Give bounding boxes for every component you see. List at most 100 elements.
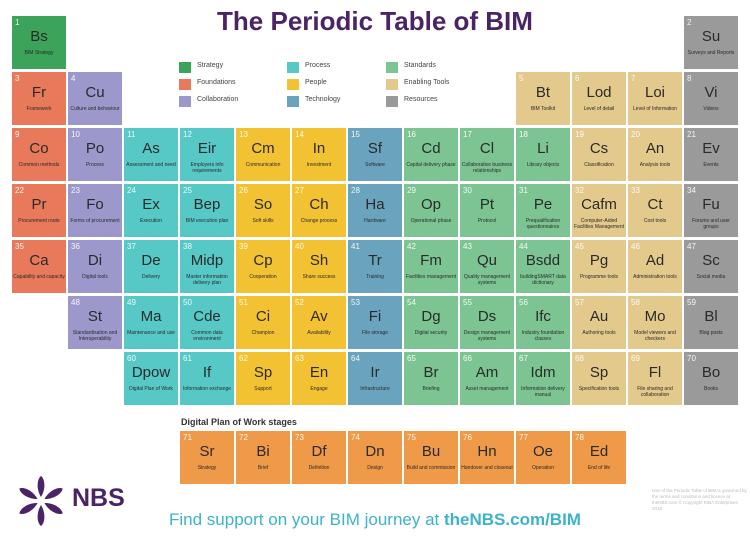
element-56[interactable]: 56 Ifc Industry foundation classes — [516, 296, 570, 349]
element-23[interactable]: 23 Fo Forms of procurement — [68, 184, 122, 237]
element-64[interactable]: 64 Ir Infrastructure — [348, 352, 402, 405]
element-66[interactable]: 66 Am Asset management — [460, 352, 514, 405]
element-41[interactable]: 41 Tr Training — [348, 240, 402, 293]
element-35[interactable]: 35 Ca Capability and capacity — [12, 240, 66, 293]
element-70[interactable]: 70 Bo Books — [684, 352, 738, 405]
element-number: 17 — [463, 130, 472, 139]
element-28[interactable]: 28 Ha Hardware — [348, 184, 402, 237]
element-symbol: Bt — [535, 84, 551, 101]
element-26[interactable]: 26 So Soft skills — [236, 184, 290, 237]
element-number: 23 — [71, 186, 80, 195]
element-5[interactable]: 5 Bt BIM Toolkit — [516, 72, 570, 125]
element-44[interactable]: 44 Bsdd buildingSMART data dictionary — [516, 240, 570, 293]
element-65[interactable]: 65 Br Briefing — [404, 352, 458, 405]
element-67[interactable]: 67 Idm Information delivery manual — [516, 352, 570, 405]
element-24[interactable]: 24 Ex Execution — [124, 184, 178, 237]
element-13[interactable]: 13 Cm Communication — [236, 128, 290, 181]
element-49[interactable]: 49 Ma Maintenance and use — [124, 296, 178, 349]
element-20[interactable]: 20 An Analysis tools — [628, 128, 682, 181]
element-19[interactable]: 19 Cs Classification — [572, 128, 626, 181]
element-16[interactable]: 16 Cd Capital delivery phase — [404, 128, 458, 181]
element-54[interactable]: 54 Dg Digital security — [404, 296, 458, 349]
element-name: Videos — [703, 106, 719, 112]
element-22[interactable]: 22 Pr Procurement route — [12, 184, 66, 237]
element-48[interactable]: 48 St Standardisation and Interoperability — [68, 296, 122, 349]
element-25[interactable]: 25 Bep BIM execution plan — [180, 184, 234, 237]
element-3[interactable]: 3 Fr Framework — [12, 72, 66, 125]
element-7[interactable]: 7 Loi Level of Information — [628, 72, 682, 125]
element-43[interactable]: 43 Qu Quality management systems — [460, 240, 514, 293]
element-40[interactable]: 40 Sh Share success — [292, 240, 346, 293]
element-4[interactable]: 4 Cu Culture and behaviour — [68, 72, 122, 125]
element-30[interactable]: 30 Pt Protocol — [460, 184, 514, 237]
element-number: 47 — [687, 242, 696, 251]
element-21[interactable]: 21 Ev Events — [684, 128, 738, 181]
element-6[interactable]: 6 Lod Level of detail — [572, 72, 626, 125]
element-symbol: If — [202, 364, 212, 381]
element-11[interactable]: 11 As Assessment and need — [124, 128, 178, 181]
element-10[interactable]: 10 Po Process — [68, 128, 122, 181]
element-37[interactable]: 37 De Delivery — [124, 240, 178, 293]
element-34[interactable]: 34 Fu Forums and user groups — [684, 184, 738, 237]
dpw-stage-71[interactable]: 71 Sr Strategy — [180, 431, 234, 484]
element-33[interactable]: 33 Ct Cost tools — [628, 184, 682, 237]
element-39[interactable]: 39 Cp Cooperation — [236, 240, 290, 293]
dpw-stage-77[interactable]: 77 Oe Operation — [516, 431, 570, 484]
dpw-stage-75[interactable]: 75 Bu Build and commission — [404, 431, 458, 484]
element-symbol: Fo — [86, 196, 104, 213]
element-symbol: Bsdd — [525, 252, 561, 269]
element-45[interactable]: 45 Pg Programme tools — [572, 240, 626, 293]
element-59[interactable]: 59 Bl Blog posts — [684, 296, 738, 349]
element-17[interactable]: 17 Cl Collaborative business relationships — [460, 128, 514, 181]
element-32[interactable]: 32 Cafm Computer-Aided Facilities Manageme… — [572, 184, 626, 237]
element-9[interactable]: 9 Co Common methods — [12, 128, 66, 181]
footer-link[interactable]: theNBS.com/BIM — [444, 510, 581, 529]
element-symbol: Sr — [199, 443, 215, 460]
element-42[interactable]: 42 Fm Facilities management — [404, 240, 458, 293]
element-62[interactable]: 62 Sp Support — [236, 352, 290, 405]
element-8[interactable]: 8 Vi Videos — [684, 72, 738, 125]
element-symbol: Op — [420, 196, 441, 213]
nbs-logo-icon[interactable] — [14, 474, 68, 533]
element-18[interactable]: 18 Li Library objects — [516, 128, 570, 181]
element-29[interactable]: 29 Op Operational phase — [404, 184, 458, 237]
element-61[interactable]: 61 If Information exchange — [180, 352, 234, 405]
element-2[interactable]: 2 Su Surveys and Reports — [684, 16, 738, 69]
element-symbol: Bs — [30, 28, 48, 45]
element-57[interactable]: 57 Au Authoring tools — [572, 296, 626, 349]
element-55[interactable]: 55 Ds Design management systems — [460, 296, 514, 349]
element-1[interactable]: 1 Bs BIM Strategy — [12, 16, 66, 69]
dpw-stage-78[interactable]: 78 Ed End of life — [572, 431, 626, 484]
element-68[interactable]: 68 Sp Specification tools — [572, 352, 626, 405]
element-58[interactable]: 58 Mo Model viewers and checkers — [628, 296, 682, 349]
element-51[interactable]: 51 Ci Champion — [236, 296, 290, 349]
element-53[interactable]: 53 Fi File storage — [348, 296, 402, 349]
element-52[interactable]: 52 Av Availability — [292, 296, 346, 349]
dpw-stage-73[interactable]: 73 Df Definition — [292, 431, 346, 484]
element-symbol: In — [312, 140, 326, 157]
dpw-stage-74[interactable]: 74 Dn Design — [348, 431, 402, 484]
element-15[interactable]: 15 Sf Software — [348, 128, 402, 181]
dpw-stage-72[interactable]: 72 Bi Brief — [236, 431, 290, 484]
element-69[interactable]: 69 Fl File sharing and collaboration — [628, 352, 682, 405]
element-50[interactable]: 50 Cde Common data environment — [180, 296, 234, 349]
footer-cta: Find support on your BIM journey at theN… — [0, 510, 750, 530]
element-number: 68 — [575, 354, 584, 363]
element-60[interactable]: 60 Dpow Digital Plan of Work — [124, 352, 178, 405]
element-27[interactable]: 27 Ch Change process — [292, 184, 346, 237]
element-31[interactable]: 31 Pe Prequalification questionnaires — [516, 184, 570, 237]
element-name: Share success — [302, 274, 336, 280]
element-14[interactable]: 14 In Investment — [292, 128, 346, 181]
element-63[interactable]: 63 En Engage — [292, 352, 346, 405]
element-12[interactable]: 12 Eir Employers info requirements — [180, 128, 234, 181]
element-47[interactable]: 47 Sc Social media — [684, 240, 738, 293]
element-38[interactable]: 38 Midp Master information delivery plan — [180, 240, 234, 293]
element-symbol: Pe — [533, 196, 553, 213]
element-36[interactable]: 36 Di Digital tools — [68, 240, 122, 293]
element-symbol: Fr — [31, 84, 47, 101]
element-name: Forums and user groups — [692, 218, 730, 230]
element-46[interactable]: 46 Ad Administration tools — [628, 240, 682, 293]
element-symbol: Cde — [193, 308, 221, 325]
element-number: 69 — [631, 354, 640, 363]
dpw-stage-76[interactable]: 76 Hn Handover and closeout — [460, 431, 514, 484]
